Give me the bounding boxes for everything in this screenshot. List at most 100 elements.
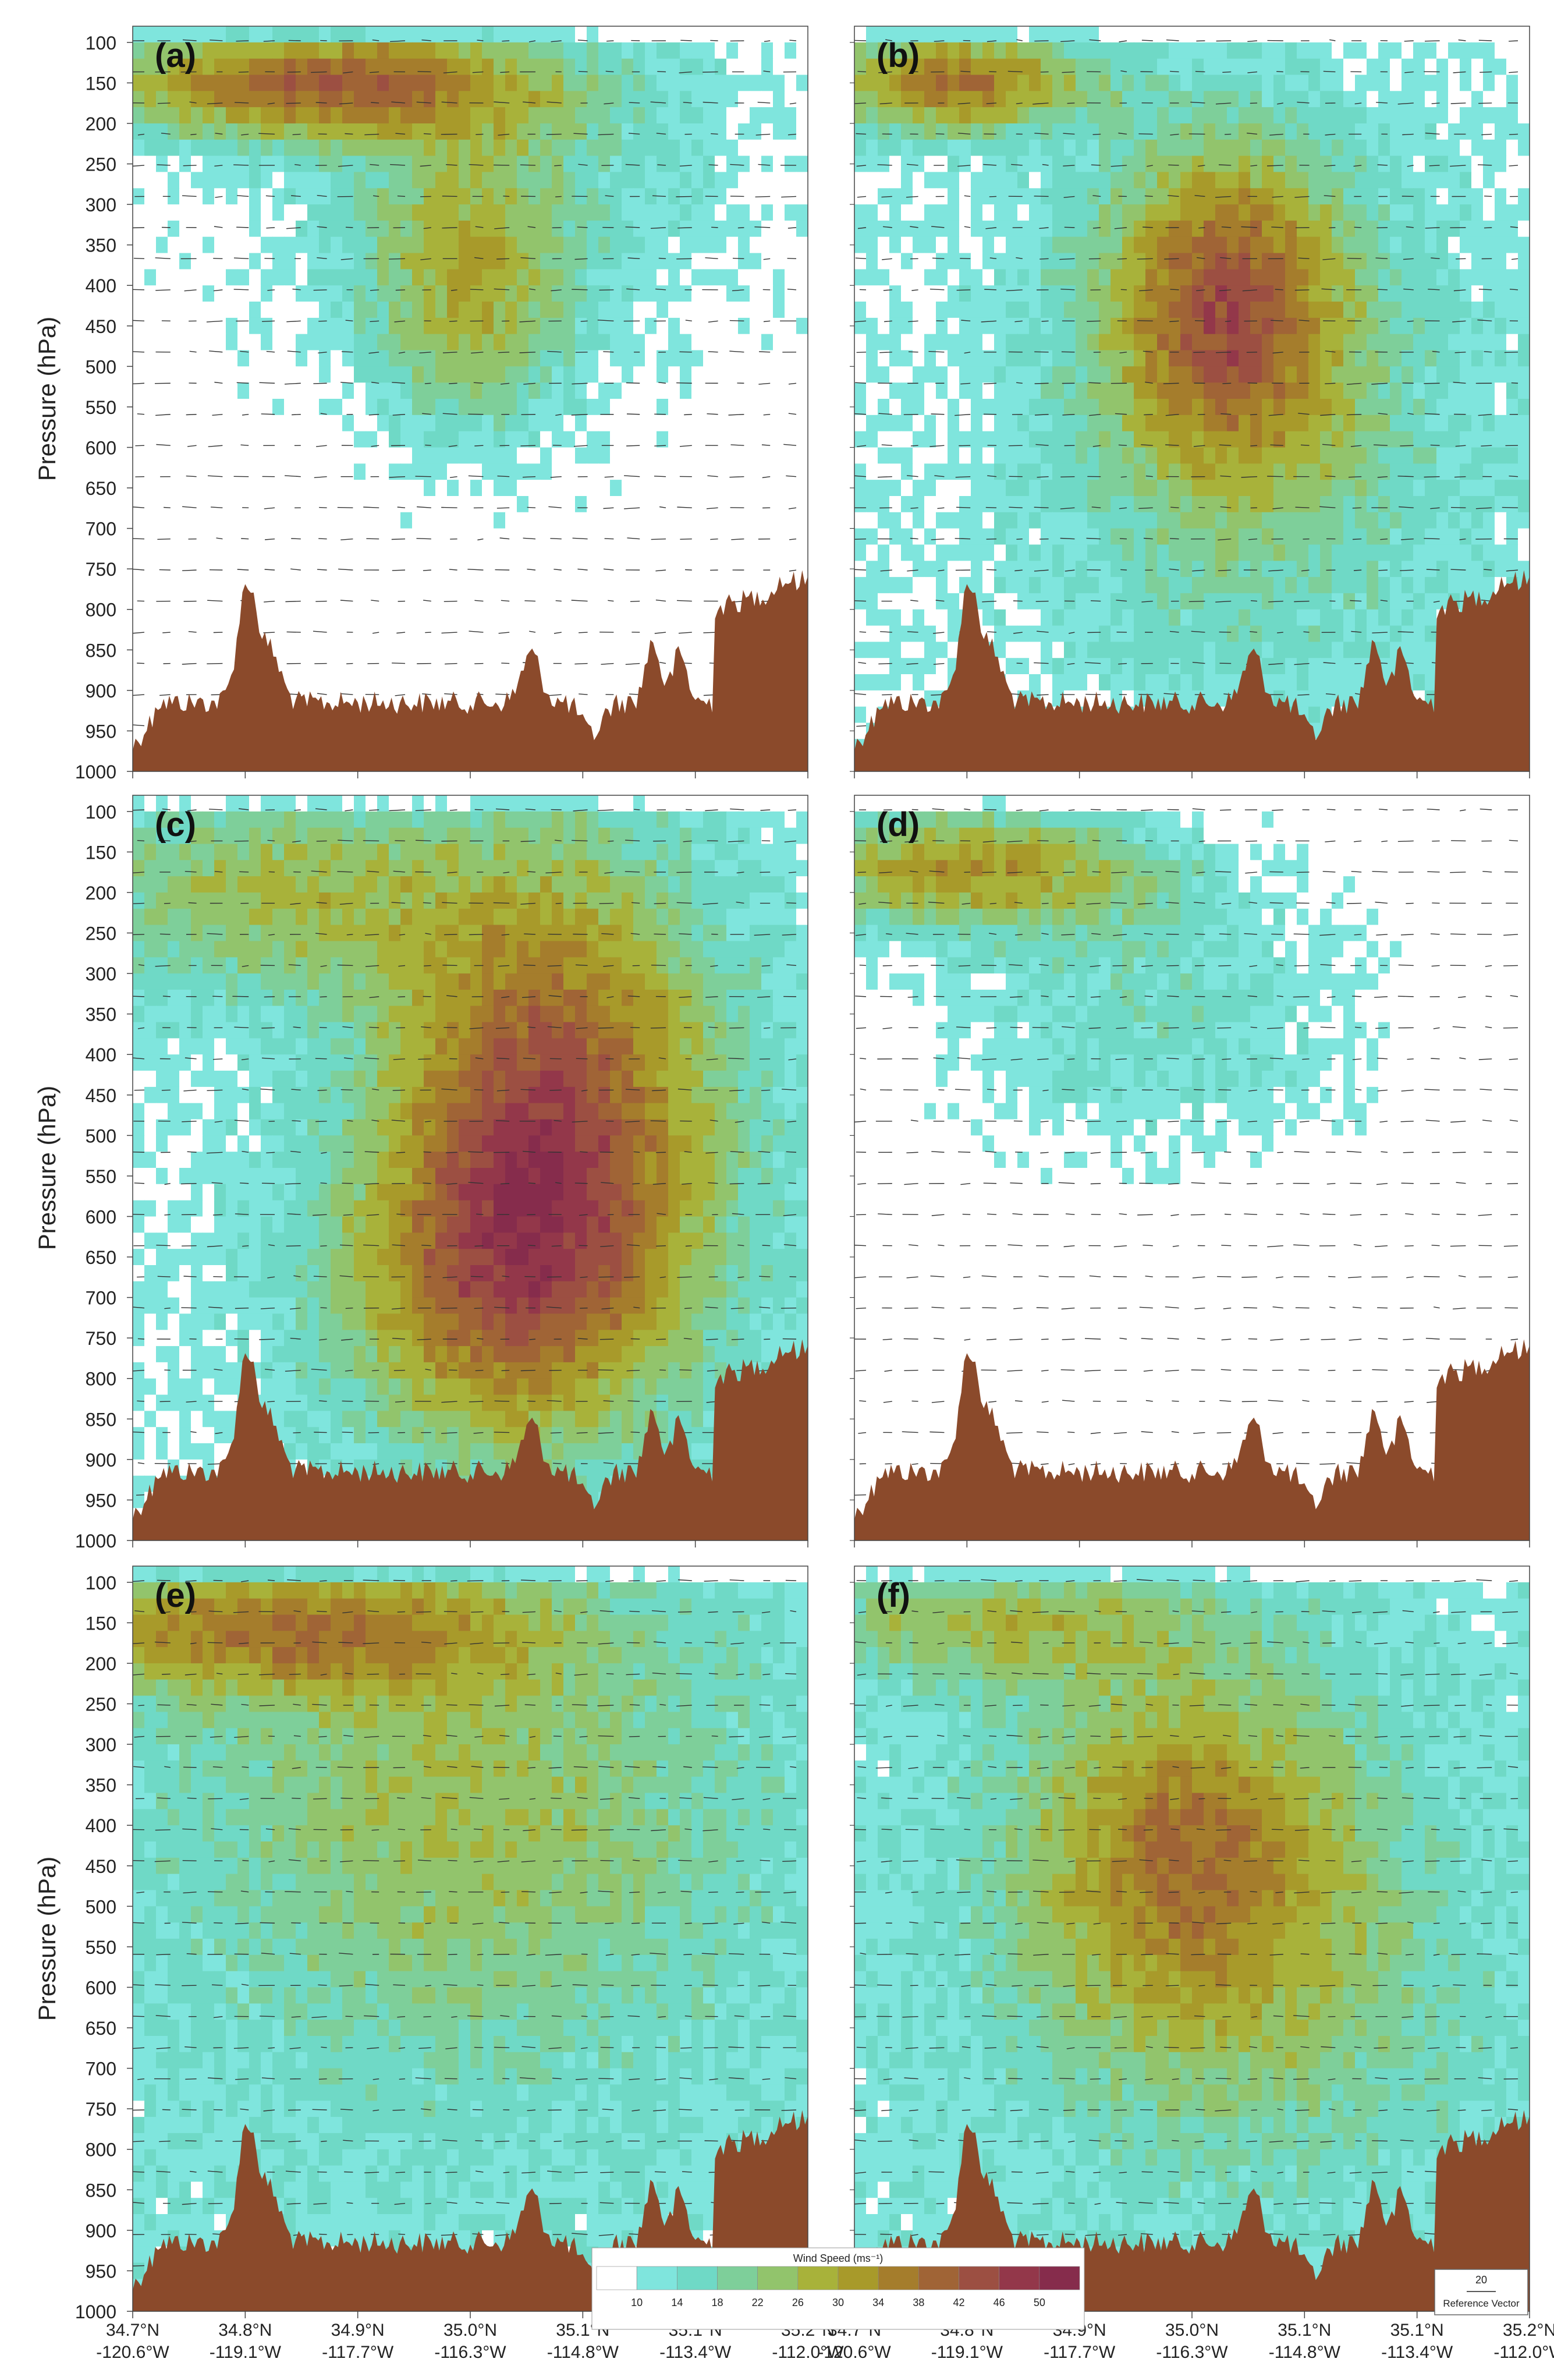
wind-cell xyxy=(913,350,925,367)
wind-cell xyxy=(517,350,529,367)
wind-cell xyxy=(168,609,180,626)
wind-cell xyxy=(1320,302,1332,318)
wind-cell xyxy=(1425,463,1437,480)
wind-cell xyxy=(1390,302,1402,318)
wind-cell xyxy=(1064,317,1076,335)
wind-cell xyxy=(517,609,529,626)
wind-cell xyxy=(284,658,296,675)
wind-cell xyxy=(505,593,517,610)
wind-cell xyxy=(272,512,285,529)
wind-cell xyxy=(296,302,308,318)
wind-cell xyxy=(424,415,436,432)
wind-cell xyxy=(1145,415,1158,432)
wind-cell xyxy=(1460,447,1472,465)
wind-cell xyxy=(133,480,145,497)
wind-cell xyxy=(179,285,191,302)
wind-cell xyxy=(214,58,226,76)
wind-cell xyxy=(470,544,482,561)
wind-cell xyxy=(1343,220,1356,238)
wind-cell xyxy=(1436,463,1449,480)
wind-cell xyxy=(668,577,680,594)
wind-cell xyxy=(785,253,797,270)
wind-cell xyxy=(1192,431,1204,448)
wind-cell xyxy=(226,75,238,92)
wind-cell xyxy=(1041,334,1053,351)
wind-cell xyxy=(1180,447,1193,465)
wind-cell xyxy=(1017,155,1030,173)
wind-cell xyxy=(1343,236,1356,254)
wind-cell xyxy=(400,642,413,658)
wind-cell xyxy=(1320,350,1332,367)
wind-cell xyxy=(1273,253,1286,270)
wind-cell xyxy=(913,58,925,76)
wind-cell xyxy=(505,220,517,238)
wind-cell xyxy=(1006,447,1018,465)
wind-cell xyxy=(691,155,704,173)
wind-cell xyxy=(1157,107,1169,124)
wind-cell xyxy=(284,382,296,399)
wind-cell xyxy=(1180,139,1193,157)
wind-cell xyxy=(924,269,936,286)
wind-cell xyxy=(261,447,273,465)
wind-cell xyxy=(587,480,599,497)
wind-cell xyxy=(796,528,808,546)
wind-cell xyxy=(528,58,541,76)
wind-cell xyxy=(563,561,576,578)
wind-cell xyxy=(400,625,413,643)
wind-cell xyxy=(424,334,436,351)
wind-cell xyxy=(1215,26,1227,43)
wind-cell xyxy=(1518,302,1530,318)
wind-cell xyxy=(680,75,692,92)
wind-cell xyxy=(1250,285,1262,302)
wind-cell xyxy=(412,107,424,124)
wind-cell xyxy=(424,399,436,416)
wind-cell xyxy=(761,577,774,594)
wind-cell xyxy=(284,350,296,367)
wind-cell xyxy=(994,139,1006,157)
wind-cell xyxy=(494,334,506,351)
wind-cell xyxy=(1367,350,1379,367)
wind-cell xyxy=(307,512,320,529)
wind-cell xyxy=(785,139,797,157)
wind-cell xyxy=(610,642,622,658)
wind-cell xyxy=(633,382,645,399)
wind-cell xyxy=(575,382,587,399)
wind-cell xyxy=(226,155,238,173)
wind-cell xyxy=(971,42,983,59)
wind-cell xyxy=(505,496,517,513)
wind-cell xyxy=(1017,236,1030,254)
wind-vector xyxy=(626,288,640,291)
wind-cell xyxy=(284,58,296,76)
wind-cell xyxy=(750,58,762,76)
wind-cell xyxy=(459,577,471,594)
wind-cell xyxy=(1192,236,1204,254)
wind-vector xyxy=(161,133,171,135)
wind-cell xyxy=(785,561,797,578)
wind-cell xyxy=(482,447,494,465)
wind-cell xyxy=(633,253,645,270)
wind-cell xyxy=(1099,285,1111,302)
wind-cell xyxy=(1367,236,1379,254)
wind-cell xyxy=(540,317,552,335)
wind-cell xyxy=(354,188,366,205)
wind-cell xyxy=(598,625,611,643)
wind-cell xyxy=(1227,155,1239,173)
wind-cell xyxy=(610,674,622,691)
wind-vector xyxy=(216,537,223,540)
wind-cell xyxy=(1332,155,1344,173)
wind-cell xyxy=(1227,317,1239,335)
wind-cell xyxy=(889,253,902,270)
wind-cell xyxy=(866,285,878,302)
wind-cell xyxy=(680,91,692,108)
wind-cell xyxy=(796,107,808,124)
wind-cell xyxy=(668,188,680,205)
wind-cell xyxy=(645,544,657,561)
wind-cell xyxy=(1273,107,1286,124)
wind-cell xyxy=(936,431,948,448)
wind-cell xyxy=(691,220,704,238)
wind-cell xyxy=(610,107,622,124)
wind-cell xyxy=(1064,463,1076,480)
wind-cell xyxy=(1017,480,1030,497)
wind-cell xyxy=(575,123,587,140)
wind-vector xyxy=(133,568,145,571)
